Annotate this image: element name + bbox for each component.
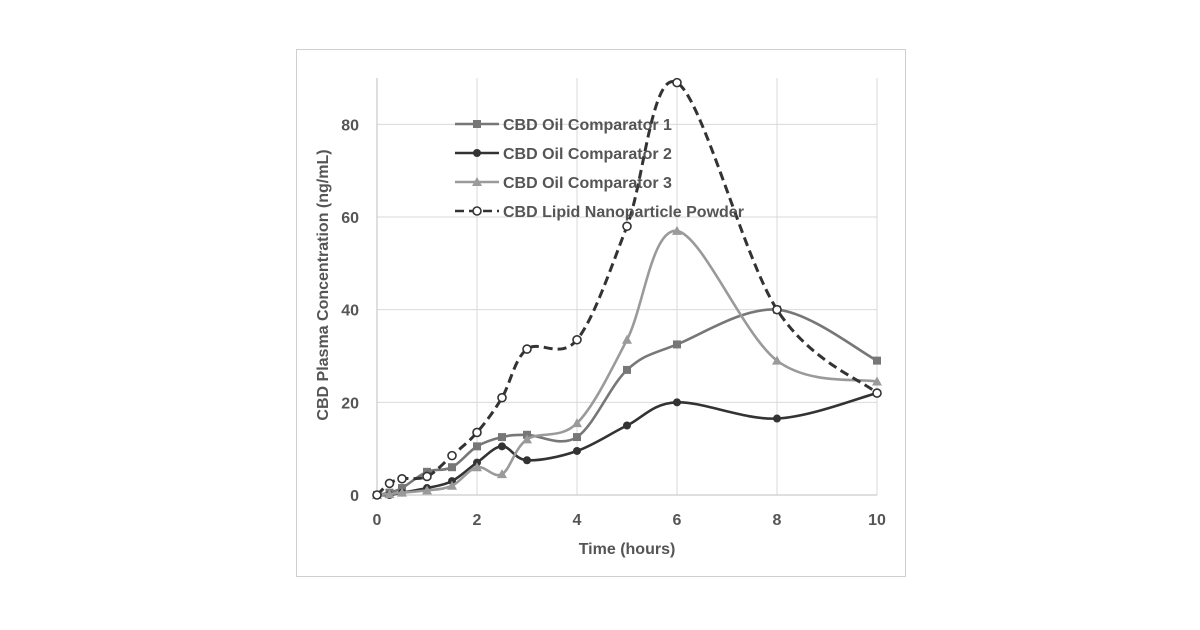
x-tick-label: 4: [573, 512, 582, 529]
legend-label: CBD Oil Comparator 2: [503, 146, 672, 163]
legend-label: CBD Lipid Nanoparticle Powder: [503, 204, 744, 221]
data-point-open-circle: [523, 345, 531, 353]
data-point-circle: [773, 415, 781, 423]
data-point-square: [673, 340, 681, 348]
data-point-square: [448, 463, 456, 471]
y-tick-label: 40: [341, 303, 359, 320]
data-point-circle: [523, 456, 531, 464]
x-tick-label: 6: [673, 512, 682, 529]
y-axis-title: CBD Plasma Concentration (ng/mL): [315, 149, 332, 420]
y-tick-label: 60: [341, 210, 359, 227]
data-point-open-circle: [423, 472, 431, 480]
data-point-square: [473, 120, 481, 128]
y-tick-label: 80: [341, 117, 359, 134]
data-point-open-circle: [398, 475, 406, 483]
data-point-circle: [573, 447, 581, 455]
data-point-square: [573, 433, 581, 441]
data-point-open-circle: [448, 452, 456, 460]
legend-entry-2: CBD Oil Comparator 2: [455, 146, 672, 163]
data-point-square: [623, 366, 631, 374]
data-point-open-circle: [498, 394, 506, 402]
data-point-open-circle: [623, 222, 631, 230]
data-point-triangle: [622, 335, 632, 344]
data-point-circle: [498, 442, 506, 450]
series-4: [373, 79, 881, 499]
x-axis-title: Time (hours): [579, 541, 676, 558]
y-tick-label: 20: [341, 395, 359, 412]
x-tick-label: 2: [473, 512, 482, 529]
data-point-circle: [673, 398, 681, 406]
legend-label: CBD Oil Comparator 1: [503, 117, 672, 134]
data-point-square: [498, 433, 506, 441]
data-point-open-circle: [386, 479, 394, 487]
data-point-open-circle: [873, 389, 881, 397]
data-point-square: [873, 357, 881, 365]
legend-entry-4: CBD Lipid Nanoparticle Powder: [455, 204, 744, 221]
data-point-open-circle: [473, 207, 481, 215]
data-point-open-circle: [473, 428, 481, 436]
x-tick-label: 8: [773, 512, 782, 529]
series-2: [373, 389, 881, 499]
data-point-circle: [623, 422, 631, 430]
data-point-open-circle: [773, 306, 781, 314]
legend-entry-3: CBD Oil Comparator 3: [455, 175, 672, 192]
x-tick-label: 10: [868, 512, 886, 529]
x-tick-label: 0: [373, 512, 382, 529]
series-line: [377, 81, 877, 495]
data-point-square: [473, 442, 481, 450]
y-tick-label: 0: [350, 488, 359, 505]
data-point-open-circle: [573, 336, 581, 344]
data-point-open-circle: [373, 491, 381, 499]
data-point-circle: [473, 149, 481, 157]
data-point-open-circle: [673, 79, 681, 87]
legend-label: CBD Oil Comparator 3: [503, 175, 672, 192]
legend-entry-1: CBD Oil Comparator 1: [455, 117, 672, 134]
